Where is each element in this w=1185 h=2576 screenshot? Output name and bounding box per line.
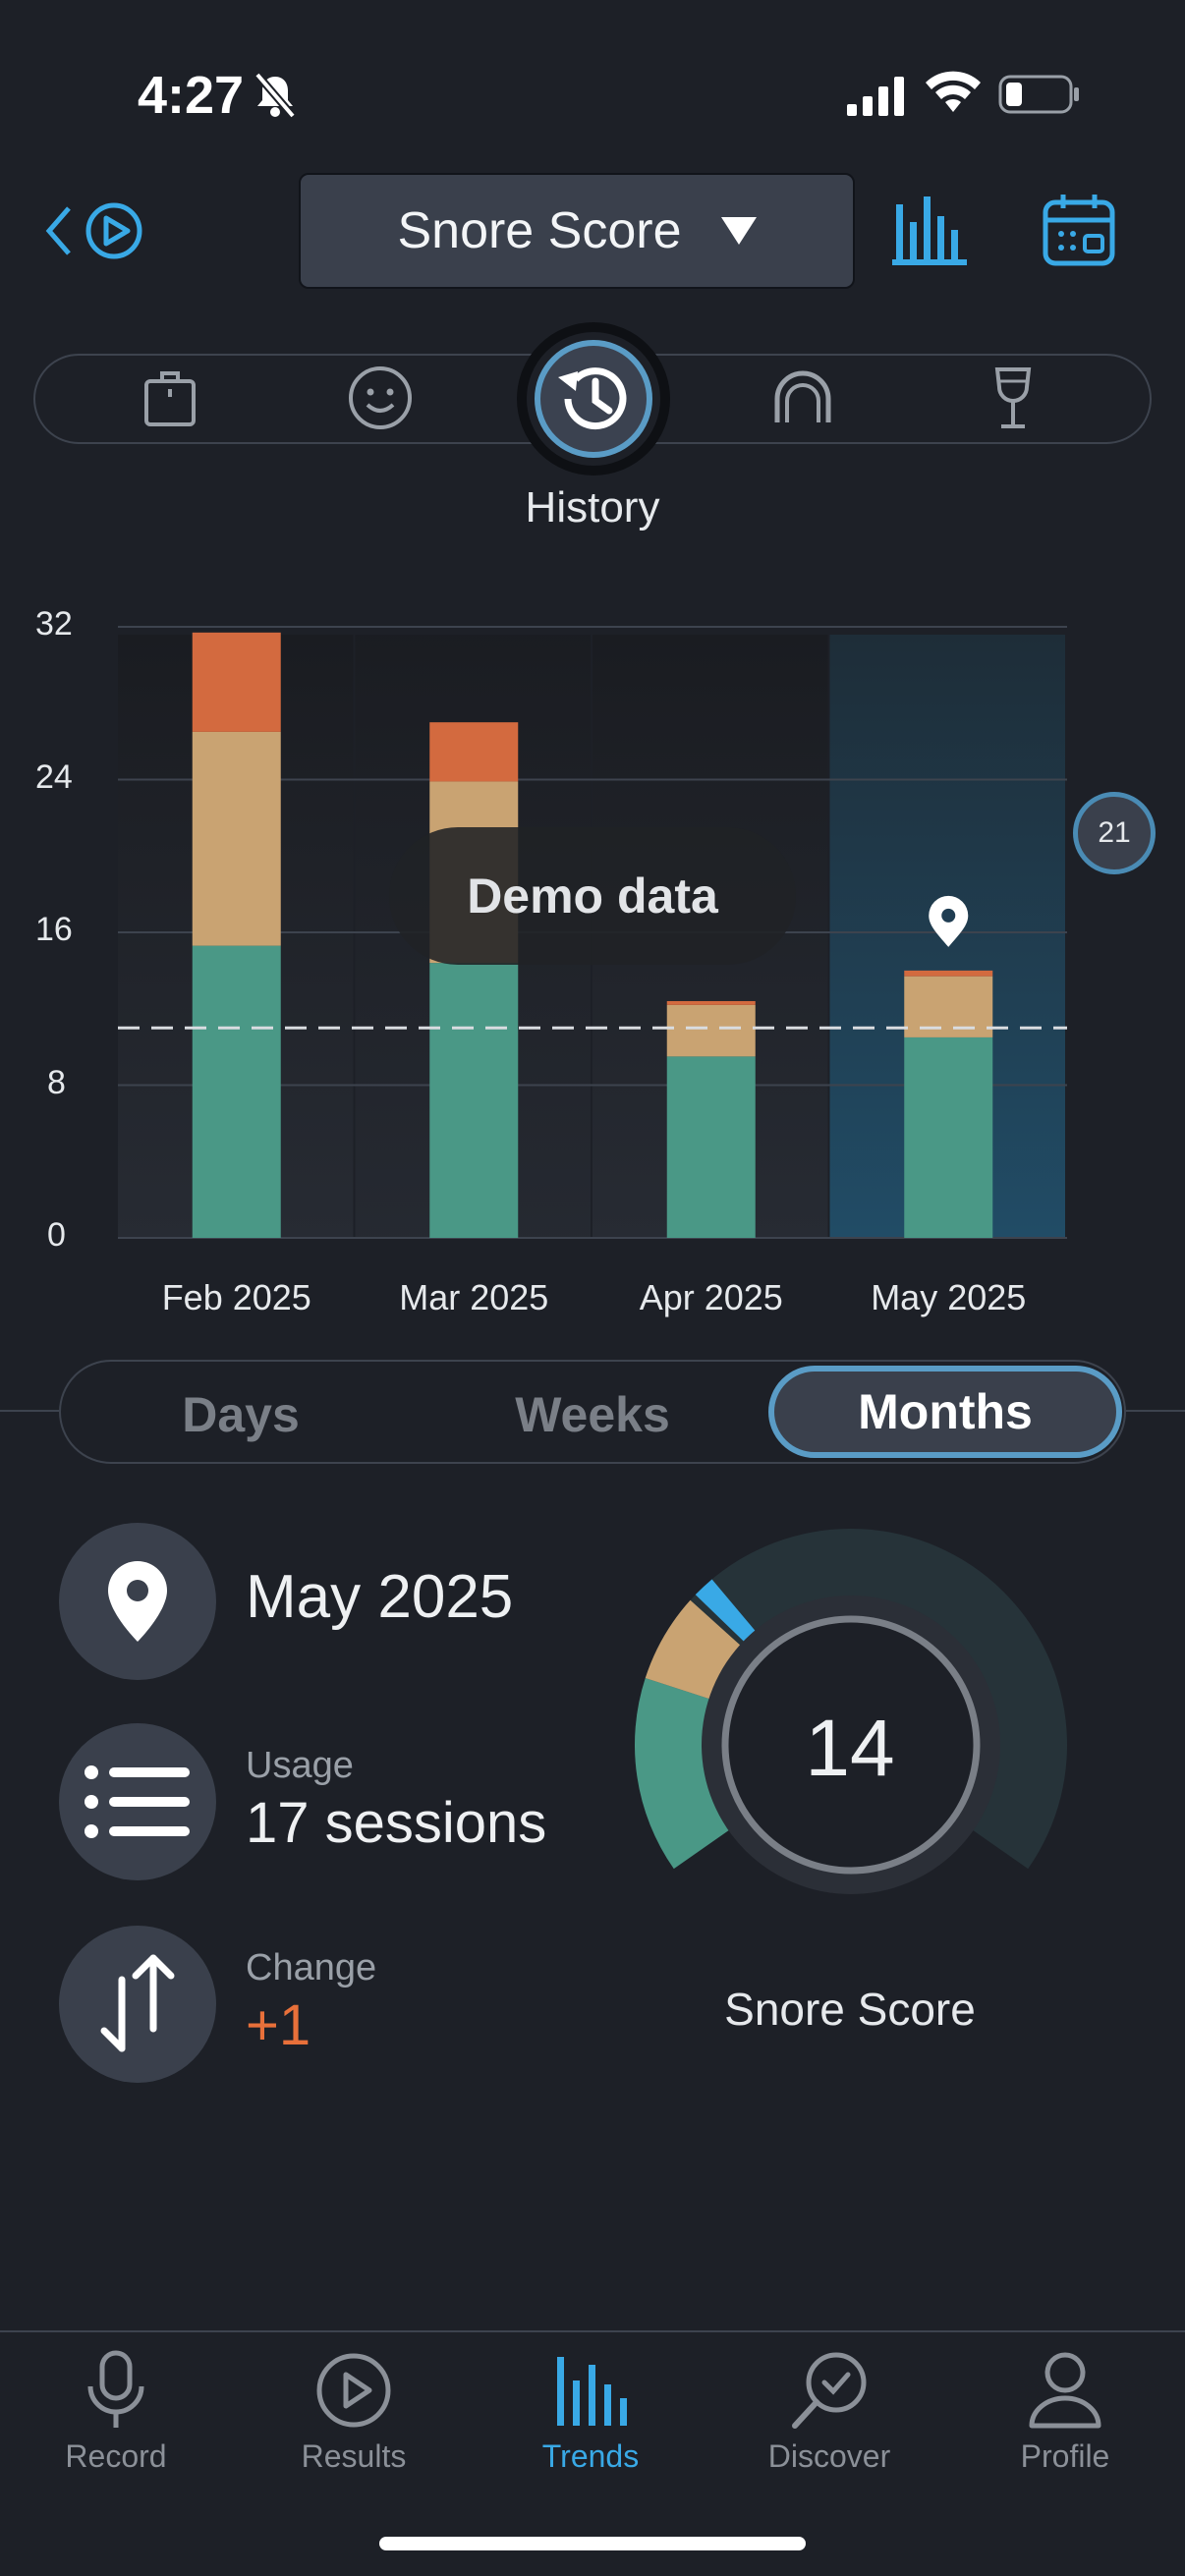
tab-discover-label: Discover bbox=[767, 2438, 891, 2474]
bar-chart-icon bbox=[557, 2357, 627, 2426]
score-value: 14 bbox=[805, 1704, 895, 1793]
discover-icon bbox=[792, 2352, 867, 2429]
chevron-down-icon bbox=[720, 217, 757, 245]
range-weeks[interactable]: Weeks bbox=[515, 1387, 670, 1442]
back-play-button[interactable] bbox=[39, 196, 157, 265]
y-tick-label: 16 bbox=[35, 911, 73, 948]
change-badge bbox=[59, 1926, 216, 2083]
change-value: +1 bbox=[246, 1993, 311, 2057]
location-pin-icon bbox=[108, 1561, 167, 1642]
tab-discover[interactable]: Discover bbox=[731, 2346, 928, 2484]
snore-trend-chart bbox=[118, 626, 1067, 1239]
history-icon bbox=[558, 367, 627, 430]
y-tick-label: 8 bbox=[47, 1063, 66, 1101]
snore-score-gauge bbox=[635, 1529, 1067, 1894]
chart-bar-segment bbox=[904, 976, 993, 1037]
header: Snore Score bbox=[0, 167, 1185, 295]
x-tick-label: Feb 2025 bbox=[161, 1277, 311, 1317]
y-tick-label: 0 bbox=[47, 1216, 66, 1254]
y-tick-label: 32 bbox=[35, 605, 73, 643]
period-label: May 2025 bbox=[246, 1563, 514, 1631]
calendar-button[interactable] bbox=[1042, 193, 1116, 272]
status-time: 4:27 bbox=[138, 66, 245, 125]
up-down-arrows-icon bbox=[100, 1954, 175, 2052]
chart-bar-segment bbox=[666, 1004, 756, 1057]
period-badge bbox=[59, 1523, 216, 1680]
mouthguard-icon bbox=[774, 370, 831, 422]
x-tick-label: Mar 2025 bbox=[399, 1277, 549, 1317]
tab-results-label: Results bbox=[301, 2438, 407, 2474]
silent-bell-icon bbox=[252, 71, 299, 125]
signal-icon bbox=[847, 77, 906, 121]
wifi-icon bbox=[926, 71, 981, 119]
factor-history[interactable] bbox=[517, 322, 670, 476]
factor-mouthguard[interactable] bbox=[768, 364, 837, 432]
gauge-marker bbox=[695, 1579, 757, 1643]
usage-value: 17 sessions bbox=[246, 1791, 547, 1855]
x-tick-label: Apr 2025 bbox=[639, 1277, 783, 1317]
metric-select-label: Snore Score bbox=[397, 202, 682, 259]
score-label: Snore Score bbox=[724, 1984, 976, 2035]
factor-alcohol[interactable] bbox=[979, 364, 1047, 432]
change-label: Change bbox=[246, 1947, 377, 1988]
range-days[interactable]: Days bbox=[182, 1387, 300, 1442]
factor-bag[interactable] bbox=[136, 364, 204, 432]
bar-chart-view-button[interactable] bbox=[892, 195, 967, 272]
chart-bar-segment bbox=[429, 722, 519, 782]
chart-bar-segment bbox=[666, 1056, 756, 1238]
usage-label: Usage bbox=[246, 1745, 354, 1786]
person-icon bbox=[1029, 2352, 1101, 2429]
goal-badge[interactable]: 21 bbox=[1073, 792, 1156, 874]
home-indicator bbox=[379, 2537, 806, 2550]
gauge-track bbox=[635, 1529, 1067, 1870]
usage-badge bbox=[59, 1723, 216, 1880]
tab-profile-label: Profile bbox=[1020, 2438, 1110, 2474]
bag-icon bbox=[144, 371, 196, 426]
pin-dot bbox=[941, 908, 956, 923]
battery-icon bbox=[998, 75, 1081, 119]
demo-data-overlay: Demo data bbox=[389, 827, 796, 965]
metric-select[interactable]: Snore Score bbox=[299, 173, 855, 289]
chart-bar-segment bbox=[429, 963, 519, 1238]
status-bar: 4:27 bbox=[0, 0, 1185, 187]
y-tick-label: 24 bbox=[35, 757, 73, 796]
chart-bar-segment bbox=[192, 731, 281, 946]
gauge-segment-tan bbox=[645, 1599, 742, 1700]
range-months[interactable]: Months bbox=[768, 1366, 1122, 1458]
tab-record-label: Record bbox=[65, 2438, 167, 2474]
tab-trends-label: Trends bbox=[541, 2438, 640, 2474]
tab-results[interactable]: Results bbox=[255, 2346, 452, 2484]
factor-mood[interactable] bbox=[346, 364, 415, 432]
smiley-icon bbox=[349, 366, 412, 429]
x-tick-label: May 2025 bbox=[871, 1277, 1027, 1317]
chart-bar-segment bbox=[192, 632, 281, 732]
microphone-icon bbox=[87, 2350, 144, 2428]
factor-active-label: History bbox=[525, 483, 660, 532]
gauge-segment-green bbox=[635, 1678, 731, 1870]
wine-glass-icon bbox=[994, 367, 1032, 428]
play-circle-icon bbox=[316, 2353, 391, 2428]
tab-record[interactable]: Record bbox=[18, 2346, 214, 2484]
tab-trends[interactable]: Trends bbox=[492, 2346, 689, 2484]
chart-bar-segment bbox=[904, 1036, 993, 1238]
chart-bar-segment bbox=[904, 970, 993, 977]
tab-profile[interactable]: Profile bbox=[967, 2346, 1163, 2484]
gauge-ring bbox=[721, 1615, 981, 1875]
list-icon bbox=[85, 1765, 190, 1838]
chart-bar-segment bbox=[192, 945, 281, 1238]
chart-bar-segment bbox=[666, 1000, 756, 1005]
